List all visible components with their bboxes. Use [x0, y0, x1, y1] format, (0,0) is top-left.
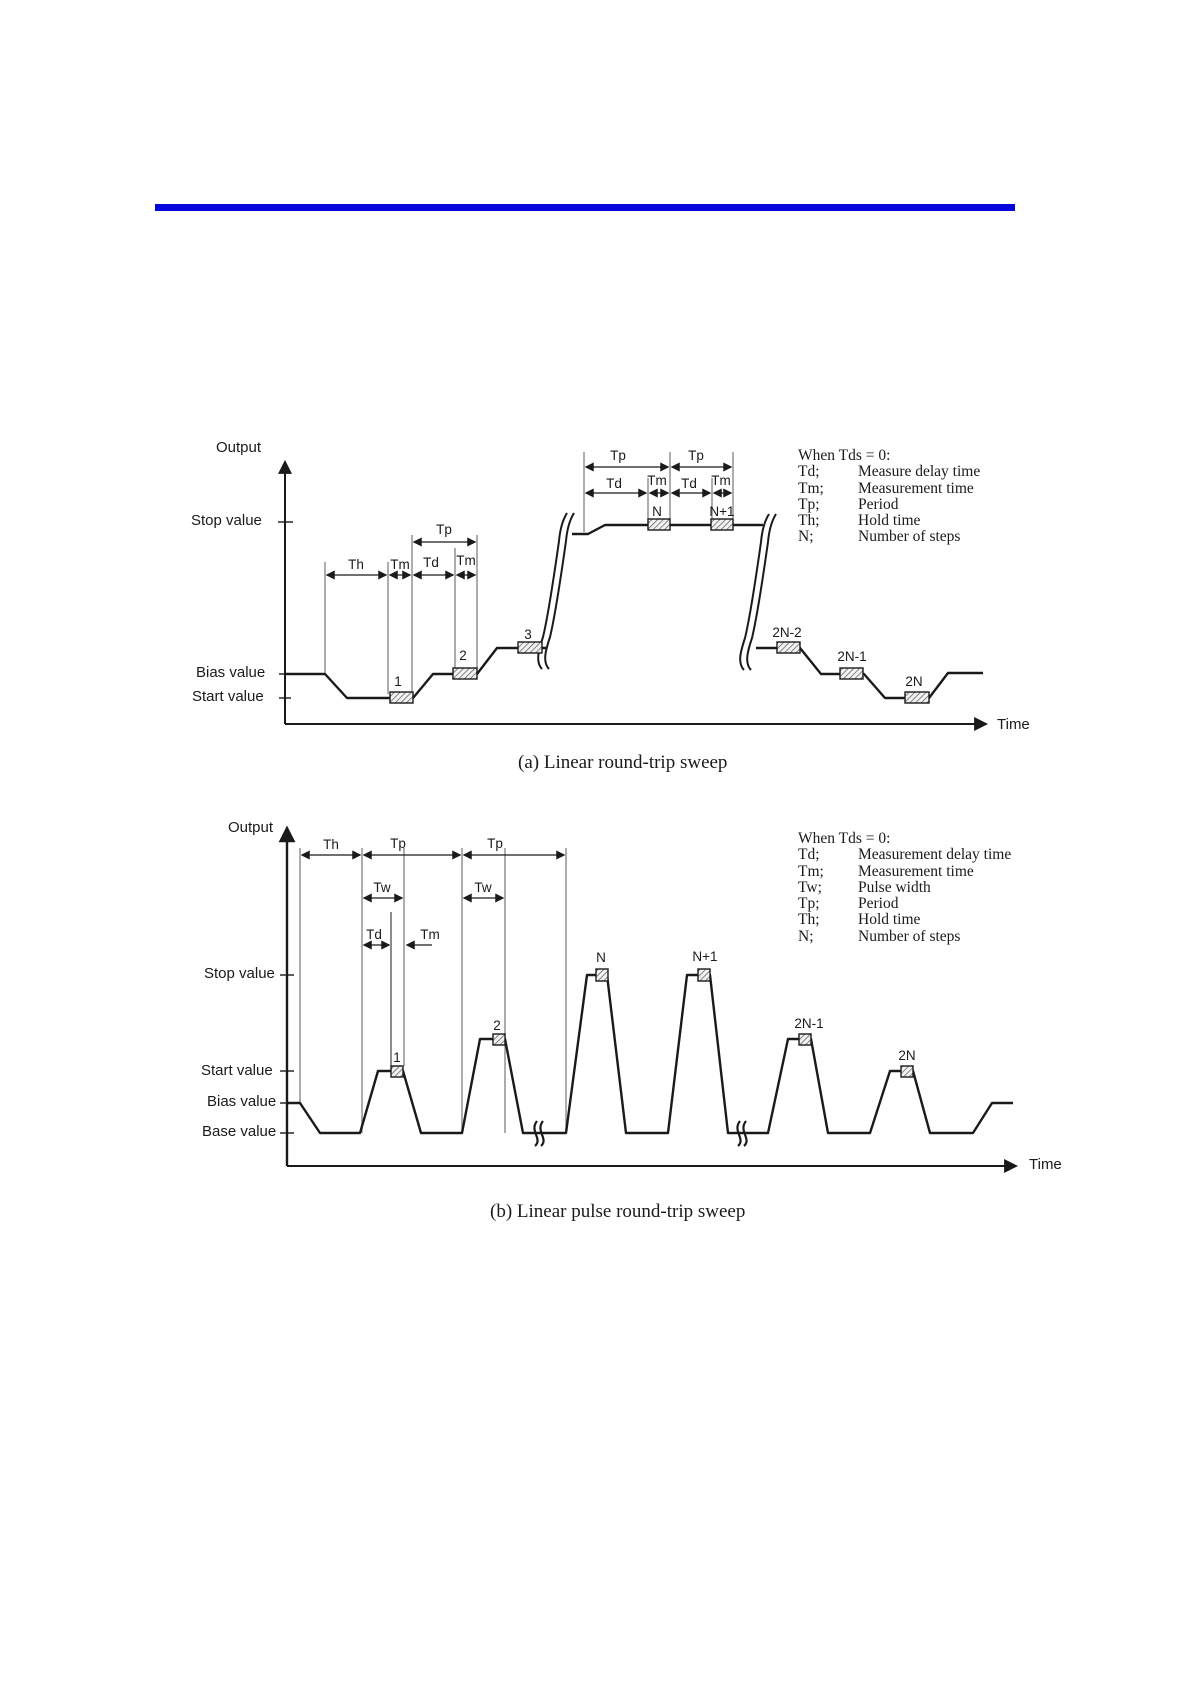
a-step-n1-label: N+1 [709, 504, 735, 519]
a-step-1-label: 1 [394, 674, 402, 689]
figure-a-caption: (a) Linear round-trip sweep [518, 752, 728, 773]
a-tm2-dim-label: Tm [711, 473, 731, 488]
b-step-n-label: N [596, 950, 606, 965]
b-tp1-dim-label: Tp [390, 836, 406, 851]
b-measure-boxes [390, 968, 914, 1078]
b-legend-entry: Tm; Measurement time [798, 862, 974, 880]
a-td-low-dim-label: Td [423, 555, 439, 570]
a-step-2-label: 2 [459, 648, 467, 663]
a-waveform [285, 523, 983, 700]
b-guide-lines [299, 848, 567, 1133]
a-step-n-label: N [652, 504, 662, 519]
a-output-label: Output [216, 439, 262, 456]
a-guide-lines [324, 452, 734, 694]
a-step-2n-1-label: 2N-1 [837, 649, 867, 664]
b-step-1-label: 1 [393, 1050, 401, 1065]
b-step-2-label: 2 [493, 1018, 501, 1033]
a-th-dim-label: Th [348, 557, 364, 572]
b-th-dim-label: Th [323, 837, 339, 852]
b-legend-entry: Tw; Pulse width [798, 878, 931, 896]
figure-a-art [278, 452, 989, 731]
b-output-label: Output [228, 819, 274, 836]
figure-b-art [278, 825, 1019, 1173]
b-step-2n-1-label: 2N-1 [794, 1016, 824, 1031]
b-base-value-label: Base value [202, 1123, 277, 1140]
a-legend-entry: Tp; Period [798, 495, 899, 513]
a-tp1-dim-label: Tp [610, 448, 626, 463]
a-tp2-dim-label: Tp [688, 448, 704, 463]
a-legend-entry: N; Number of steps [798, 528, 961, 546]
b-legend-entry: Th; Hold time [798, 911, 921, 929]
a-td1-dim-label: Td [606, 476, 622, 491]
a-start-value-label: Start value [192, 688, 264, 705]
a-tp-low-dim-label: Tp [436, 522, 452, 537]
a-measure-boxes [389, 518, 930, 704]
a-td2-dim-label: Td [681, 476, 697, 491]
a-tm1-dim-label: Tm [647, 473, 667, 488]
a-time-label: Time [997, 716, 1030, 733]
b-td-dim-label: Td [366, 927, 382, 942]
a-dim-arrows [325, 462, 733, 580]
b-start-value-label: Start value [201, 1062, 273, 1079]
a-bias-value-label: Bias value [196, 664, 266, 681]
b-bias-value-label: Bias value [207, 1093, 277, 1110]
b-tm-dim-label: Tm [420, 927, 440, 942]
a-tm-low1-dim-label: Tm [390, 557, 410, 572]
b-tp2-dim-label: Tp [487, 836, 503, 851]
b-break-marks [533, 1120, 748, 1147]
a-legend: When Tds = 0: Td; Measure delay time Tm;… [798, 447, 981, 546]
a-stop-value-label: Stop value [191, 512, 262, 529]
b-legend-entry: Tp; Period [798, 895, 899, 913]
a-legend-title: When Tds = 0: [798, 447, 891, 464]
a-legend-entry: Td; Measure delay time [798, 463, 981, 481]
b-legend-title: When Tds = 0: [798, 830, 891, 847]
b-legend-entry: Td; Measurement delay time [798, 846, 1012, 864]
b-legend-entry: N; Number of steps [798, 927, 961, 945]
a-break-marks [537, 512, 777, 671]
b-dim-arrows [300, 850, 566, 950]
a-tm-low2-dim-label: Tm [456, 553, 476, 568]
a-step-3-label: 3 [524, 627, 532, 642]
a-legend-entry: Tm; Measurement time [798, 479, 974, 497]
b-step-n1-label: N+1 [692, 949, 718, 964]
b-tw1-dim-label: Tw [373, 880, 391, 895]
b-step-2n-label: 2N [898, 1048, 916, 1063]
figure-b-caption: (b) Linear pulse round-trip sweep [490, 1201, 746, 1222]
b-time-label: Time [1029, 1156, 1062, 1173]
header-rule [155, 204, 1015, 211]
a-legend-entry: Th; Hold time [798, 512, 921, 530]
b-stop-value-label: Stop value [204, 965, 275, 982]
a-step-2n-label: 2N [905, 674, 923, 689]
a-step-2n-2-label: 2N-2 [772, 625, 802, 640]
b-legend: When Tds = 0: Td; Measurement delay time… [798, 830, 1012, 945]
b-tw2-dim-label: Tw [474, 880, 492, 895]
